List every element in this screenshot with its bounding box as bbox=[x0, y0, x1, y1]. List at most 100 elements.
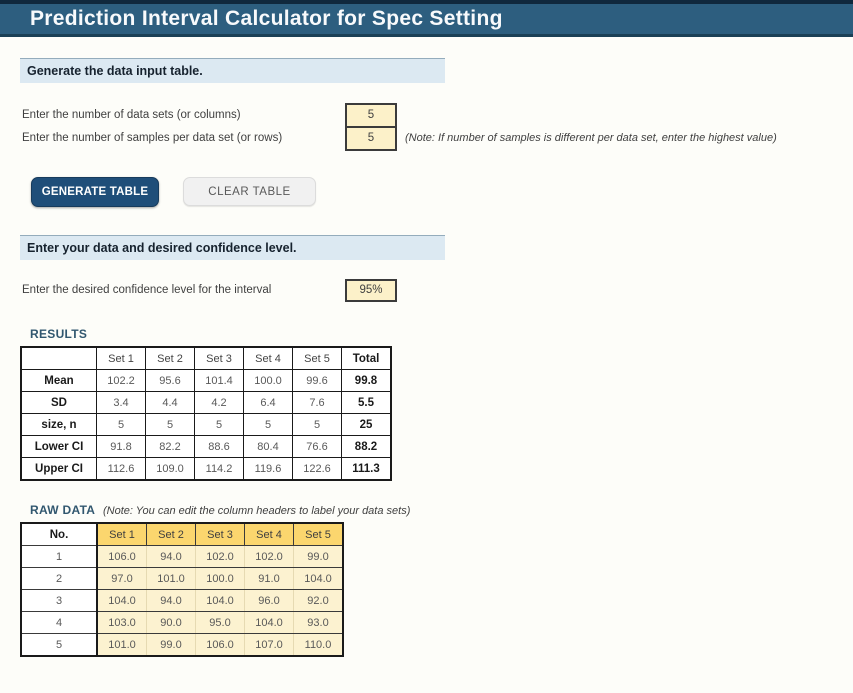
raw-value-cell[interactable]: 95.0 bbox=[195, 611, 245, 634]
results-value-cell: 95.6 bbox=[145, 369, 195, 392]
raw-set-header[interactable]: Set 4 bbox=[244, 522, 294, 546]
results-row: Mean 102.2 95.6 101.4 100.0 99.6 99.8 bbox=[20, 369, 392, 392]
results-value-cell: 101.4 bbox=[194, 369, 244, 392]
results-value-cell: 5 bbox=[145, 413, 195, 436]
results-total-cell: 25 bbox=[341, 413, 392, 436]
results-value-cell: 5 bbox=[243, 413, 293, 436]
results-row-label: Mean bbox=[20, 369, 97, 392]
raw-data-row: 3 104.0 94.0 104.0 96.0 92.0 bbox=[20, 589, 344, 612]
results-value-cell: 119.6 bbox=[243, 457, 293, 481]
results-label: RESULTS bbox=[30, 327, 88, 341]
raw-data-label: RAW DATA bbox=[30, 503, 96, 517]
section-header-enter-data: Enter your data and desired confidence l… bbox=[20, 235, 445, 260]
results-column-header: Set 1 bbox=[96, 346, 146, 370]
samples-note: (Note: If number of samples is different… bbox=[405, 132, 777, 144]
results-total-cell: 111.3 bbox=[341, 457, 392, 481]
results-row: size, n 5 5 5 5 5 25 bbox=[20, 413, 392, 436]
raw-value-cell[interactable]: 104.0 bbox=[244, 611, 294, 634]
raw-value-cell[interactable]: 90.0 bbox=[146, 611, 196, 634]
raw-value-cell[interactable]: 92.0 bbox=[293, 589, 344, 612]
clear-table-button[interactable]: CLEAR TABLE bbox=[183, 177, 316, 206]
results-column-header: Set 5 bbox=[292, 346, 342, 370]
raw-row-number: 4 bbox=[20, 611, 98, 634]
results-value-cell: 112.6 bbox=[96, 457, 146, 481]
raw-value-cell[interactable]: 99.0 bbox=[146, 633, 196, 657]
datasets-count-label: Enter the number of data sets (or column… bbox=[22, 109, 241, 121]
raw-row-number: 3 bbox=[20, 589, 98, 612]
raw-value-cell[interactable]: 106.0 bbox=[96, 545, 147, 568]
results-header-row: Set 1 Set 2 Set 3 Set 4 Set 5 Total bbox=[20, 346, 392, 370]
results-value-cell: 109.0 bbox=[145, 457, 195, 481]
results-row-label: Upper CI bbox=[20, 457, 97, 481]
results-value-cell: 4.4 bbox=[145, 391, 195, 414]
confidence-level-label: Enter the desired confidence level for t… bbox=[22, 284, 272, 296]
confidence-level-input[interactable]: 95% bbox=[345, 279, 397, 302]
raw-value-cell[interactable]: 104.0 bbox=[96, 589, 147, 612]
samples-count-input[interactable]: 5 bbox=[347, 128, 395, 149]
raw-value-cell[interactable]: 101.0 bbox=[96, 633, 147, 657]
raw-data-table: No. Set 1 Set 2 Set 3 Set 4 Set 5 1 106.0 94.0 10… bbox=[20, 522, 344, 657]
raw-value-cell[interactable]: 102.0 bbox=[195, 545, 245, 568]
results-value-cell: 88.6 bbox=[194, 435, 244, 458]
results-column-header: Set 3 bbox=[194, 346, 244, 370]
results-value-cell: 76.6 bbox=[292, 435, 342, 458]
results-value-cell: 80.4 bbox=[243, 435, 293, 458]
raw-row-number: 1 bbox=[20, 545, 98, 568]
results-value-cell: 91.8 bbox=[96, 435, 146, 458]
results-value-cell: 3.4 bbox=[96, 391, 146, 414]
results-row-label: SD bbox=[20, 391, 97, 414]
raw-data-row: 5 101.0 99.0 106.0 107.0 110.0 bbox=[20, 633, 344, 657]
results-total-cell: 5.5 bbox=[341, 391, 392, 414]
results-total-cell: 88.2 bbox=[341, 435, 392, 458]
results-corner-cell bbox=[20, 346, 97, 370]
results-row-label: size, n bbox=[20, 413, 97, 436]
count-input-group: 5 5 bbox=[345, 103, 397, 151]
raw-value-cell[interactable]: 104.0 bbox=[293, 567, 344, 590]
raw-row-number: 5 bbox=[20, 633, 98, 657]
results-row: Lower CI 91.8 82.2 88.6 80.4 76.6 88.2 bbox=[20, 435, 392, 458]
section-header-generate-table: Generate the data input table. bbox=[20, 58, 445, 83]
raw-set-header[interactable]: Set 1 bbox=[96, 522, 147, 546]
raw-value-cell[interactable]: 104.0 bbox=[195, 589, 245, 612]
results-row: SD 3.4 4.4 4.2 6.4 7.6 5.5 bbox=[20, 391, 392, 414]
raw-set-header[interactable]: Set 2 bbox=[146, 522, 196, 546]
results-column-header: Set 4 bbox=[243, 346, 293, 370]
raw-value-cell[interactable]: 107.0 bbox=[244, 633, 294, 657]
raw-data-row: 4 103.0 90.0 95.0 104.0 93.0 bbox=[20, 611, 344, 634]
results-value-cell: 7.6 bbox=[292, 391, 342, 414]
results-row: Upper CI 112.6 109.0 114.2 119.6 122.6 111.3 bbox=[20, 457, 392, 481]
raw-value-cell[interactable]: 101.0 bbox=[146, 567, 196, 590]
raw-set-header[interactable]: Set 5 bbox=[293, 522, 344, 546]
results-value-cell: 4.2 bbox=[194, 391, 244, 414]
results-value-cell: 5 bbox=[292, 413, 342, 436]
raw-value-cell[interactable]: 102.0 bbox=[244, 545, 294, 568]
results-value-cell: 100.0 bbox=[243, 369, 293, 392]
raw-data-row: 2 97.0 101.0 100.0 91.0 104.0 bbox=[20, 567, 344, 590]
results-value-cell: 102.2 bbox=[96, 369, 146, 392]
title-bar: Prediction Interval Calculator for Spec … bbox=[0, 0, 853, 37]
datasets-count-input[interactable]: 5 bbox=[347, 105, 395, 128]
raw-value-cell[interactable]: 110.0 bbox=[293, 633, 344, 657]
results-value-cell: 82.2 bbox=[145, 435, 195, 458]
raw-value-cell[interactable]: 91.0 bbox=[244, 567, 294, 590]
raw-data-note: (Note: You can edit the column headers t… bbox=[103, 505, 411, 517]
raw-value-cell[interactable]: 94.0 bbox=[146, 589, 196, 612]
raw-value-cell[interactable]: 93.0 bbox=[293, 611, 344, 634]
results-value-cell: 122.6 bbox=[292, 457, 342, 481]
raw-no-header: No. bbox=[20, 522, 98, 546]
raw-value-cell[interactable]: 97.0 bbox=[96, 567, 147, 590]
samples-count-label: Enter the number of samples per data set… bbox=[22, 132, 283, 144]
results-column-header: Total bbox=[341, 346, 392, 370]
raw-value-cell[interactable]: 96.0 bbox=[244, 589, 294, 612]
raw-value-cell[interactable]: 103.0 bbox=[96, 611, 147, 634]
raw-value-cell[interactable]: 94.0 bbox=[146, 545, 196, 568]
results-value-cell: 114.2 bbox=[194, 457, 244, 481]
raw-value-cell[interactable]: 99.0 bbox=[293, 545, 344, 568]
raw-value-cell[interactable]: 100.0 bbox=[195, 567, 245, 590]
raw-value-cell[interactable]: 106.0 bbox=[195, 633, 245, 657]
raw-set-header[interactable]: Set 3 bbox=[195, 522, 245, 546]
results-table: Set 1 Set 2 Set 3 Set 4 Set 5 Total Mean 102.2 9… bbox=[20, 346, 392, 481]
results-value-cell: 6.4 bbox=[243, 391, 293, 414]
generate-table-button[interactable]: GENERATE TABLE bbox=[31, 177, 159, 207]
